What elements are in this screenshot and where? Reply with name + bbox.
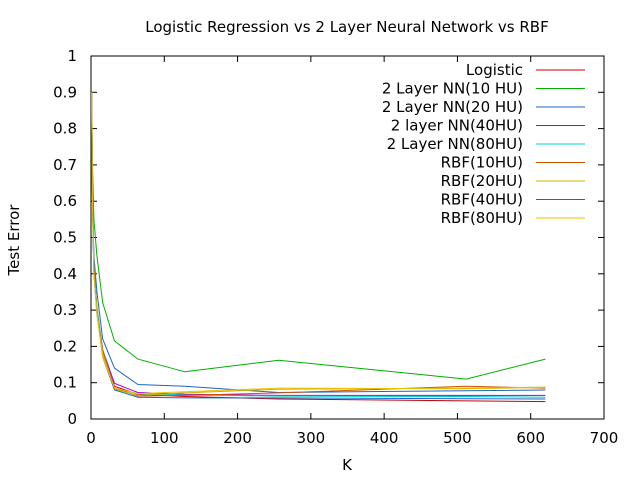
x-tick-label: 500	[443, 429, 472, 447]
y-tick-label: 0.6	[53, 192, 77, 210]
x-tick-label: 300	[297, 429, 326, 447]
x-axis-title: K	[342, 456, 353, 474]
y-tick-label: 0.5	[53, 229, 77, 247]
y-axis-title: Test Error	[5, 204, 23, 277]
y-tick-label: 0.1	[53, 374, 77, 392]
legend-label: Logistic	[466, 61, 523, 79]
series-lines	[91, 92, 546, 403]
plot-frame	[90, 55, 605, 420]
y-tick-label: 0.2	[53, 337, 77, 355]
x-tick-label: 400	[370, 429, 399, 447]
y-tick-label: 1	[67, 47, 77, 65]
series-line-rbf-80hu	[91, 92, 546, 395]
y-tick-label: 0.9	[53, 83, 77, 101]
legend-label: RBF(80HU)	[441, 209, 523, 227]
y-tick-label: 0.7	[53, 156, 77, 174]
axis-ticks: 0 100 200 300 400 500 600 700 0 0.1 0.2 0.3 0.4 0.5 0.…	[53, 47, 618, 447]
legend-label: RBF(40HU)	[441, 191, 523, 209]
series-line-2-layer-nn-10-hu	[91, 92, 546, 380]
y-tick-label: 0.3	[53, 301, 77, 319]
x-tick-label: 600	[516, 429, 545, 447]
legend-label: 2 Layer NN(10 HU)	[382, 80, 523, 98]
x-tick-label: 0	[86, 429, 96, 447]
y-tick-label: 0.8	[53, 120, 77, 138]
legend-label: RBF(10HU)	[441, 154, 523, 172]
legend-label: 2 layer NN(40HU)	[391, 117, 523, 135]
legend-label: 2 Layer NN(20 HU)	[382, 98, 523, 116]
plot-border	[90, 55, 605, 420]
x-tick-label: 200	[223, 429, 252, 447]
x-tick-label: 700	[590, 429, 619, 447]
x-tick-label: 100	[150, 429, 179, 447]
legend-label: 2 Layer NN(80HU)	[387, 135, 523, 153]
y-tick-label: 0	[67, 410, 77, 428]
chart-title: Logistic Regression vs 2 Layer Neural Ne…	[145, 18, 548, 36]
y-tick-label: 0.4	[53, 265, 77, 283]
legend-label: RBF(20HU)	[441, 172, 523, 190]
